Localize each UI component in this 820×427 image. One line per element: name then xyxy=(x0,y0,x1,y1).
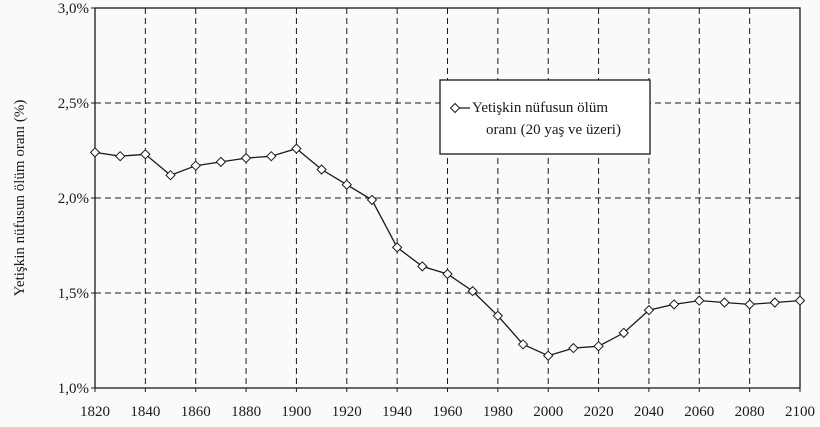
y-tick-label: 1,0% xyxy=(58,381,89,397)
data-point xyxy=(517,339,529,350)
x-tick-label: 1880 xyxy=(231,404,261,420)
data-point xyxy=(492,310,504,322)
x-tick-label: 1840 xyxy=(130,404,160,420)
x-tick-label: 1860 xyxy=(181,404,211,420)
axis-ticks: 1820 1840 1860 1880 1900 1920 1940 1960 1980 2000… xyxy=(58,1,815,420)
data-point xyxy=(140,149,151,160)
legend: Yetişkin nüfusun ölüm oranı (20 yaş ve ü… xyxy=(439,79,651,155)
data-point xyxy=(593,340,604,352)
data-point xyxy=(618,327,629,339)
data-point xyxy=(316,164,327,175)
data-point xyxy=(240,152,252,164)
data-point xyxy=(794,295,806,306)
data-point xyxy=(467,285,478,297)
data-point xyxy=(442,268,453,280)
data-point xyxy=(341,179,352,190)
x-tick-label: 1900 xyxy=(281,404,311,420)
legend-label-line-2: oranı (20 yaş ve üzeri) xyxy=(486,122,621,138)
x-tick-label: 1940 xyxy=(382,404,412,420)
y-tick-label: 3,0% xyxy=(58,1,89,17)
legend-diamond-marker xyxy=(449,102,461,114)
data-point xyxy=(769,297,781,308)
series xyxy=(89,143,806,361)
data-point xyxy=(215,156,227,168)
x-tick-label: 1820 xyxy=(80,404,110,420)
legend-box xyxy=(439,79,651,155)
data-point xyxy=(366,194,378,206)
x-tick-label: 1980 xyxy=(483,404,513,420)
y-tick-label: 2,5% xyxy=(58,96,89,112)
data-point xyxy=(643,304,655,316)
data-point xyxy=(668,299,680,310)
x-tick-label: 2080 xyxy=(735,404,765,420)
x-tick-label: 1920 xyxy=(332,404,362,420)
data-point xyxy=(190,160,201,171)
data-point xyxy=(291,143,302,154)
data-point xyxy=(89,147,101,158)
x-tick-label: 2040 xyxy=(634,404,664,420)
x-tick-label: 2000 xyxy=(533,404,563,420)
y-tick-label: 2,0% xyxy=(58,191,89,207)
x-tick-label: 2020 xyxy=(584,404,614,420)
legend-label-line-1: Yetişkin nüfusun ölüm xyxy=(472,100,608,116)
x-tick-label: 1960 xyxy=(433,404,463,420)
data-point xyxy=(744,299,755,310)
data-point xyxy=(719,297,730,308)
x-tick-label: 2100 xyxy=(785,404,815,420)
data-point xyxy=(391,242,403,253)
y-axis-title: Yetişkin nüfusun ölüm oranı (%) xyxy=(12,100,28,297)
data-point xyxy=(417,261,428,272)
data-point xyxy=(568,342,579,354)
data-point xyxy=(694,295,705,306)
data-point xyxy=(266,150,277,162)
data-point xyxy=(165,169,176,181)
data-point xyxy=(543,350,554,361)
y-tick-label: 1,5% xyxy=(58,286,89,302)
data-point xyxy=(114,150,126,162)
x-tick-label: 2060 xyxy=(684,404,714,420)
